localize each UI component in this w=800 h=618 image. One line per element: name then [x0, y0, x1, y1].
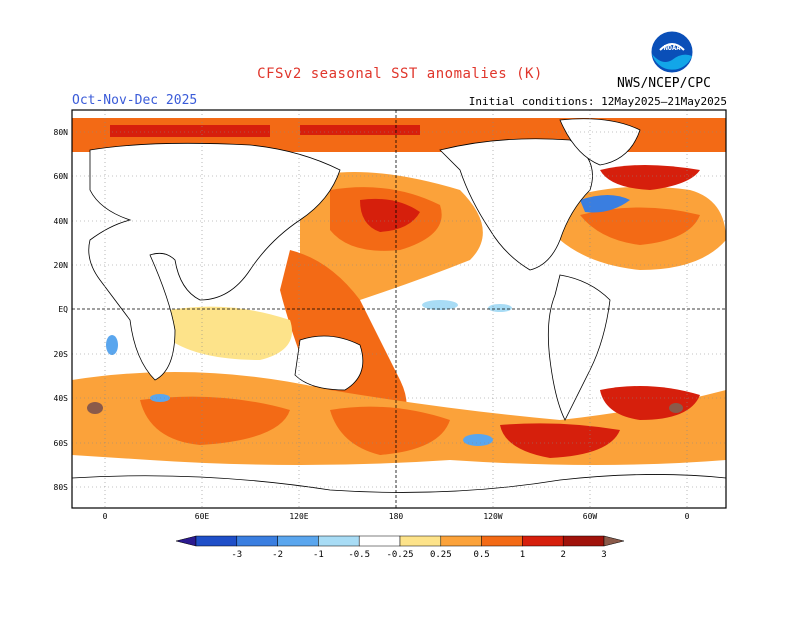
- colorbar-tick-label: -0.5: [348, 550, 370, 560]
- land-north-america: [439, 138, 593, 271]
- land-africa-eurasia: [88, 142, 341, 381]
- land-antarctica: [72, 474, 726, 508]
- latitude-labels: 80N 60N 40N 20N EQ 20S 40S 60S 80S: [54, 128, 69, 492]
- equator-dateline: [72, 110, 726, 508]
- longitude-labels: 0 60E 120E 180 120W 60W 0: [103, 512, 690, 521]
- colorbar-segment: [440, 535, 482, 547]
- lat-label: 20N: [54, 261, 69, 270]
- colorbar-tick-label: -2: [272, 550, 283, 560]
- lon-label: 120E: [289, 512, 308, 521]
- land-australia: [294, 335, 364, 391]
- lon-label: 0: [685, 512, 690, 521]
- lon-label: 180: [389, 512, 404, 521]
- colorbar-arrow-low: [175, 535, 197, 547]
- colorbar-segment: [318, 535, 360, 547]
- agency-label: NWS/NCEP/CPC: [617, 76, 711, 91]
- land-greenland: [559, 118, 641, 166]
- colorbar-tick-label: 2: [560, 550, 565, 560]
- colorbar-segment: [236, 535, 278, 547]
- colorbar-tick-label: 0.25: [430, 550, 452, 560]
- lon-label: 60W: [583, 512, 598, 521]
- noaa-logo: NOAA: [650, 30, 694, 74]
- colorbar-labels: -3 -2 -1 -0.5 -0.25 0.25 0.5 1 2 3: [231, 550, 606, 560]
- colorbar-segment: [195, 535, 238, 547]
- lat-label: 40S: [54, 394, 69, 403]
- colorbar-arrow-high: [603, 535, 625, 547]
- lon-label: 60E: [195, 512, 210, 521]
- colorbar-segment: [277, 535, 319, 547]
- noaa-logo-text: NOAA: [664, 44, 682, 52]
- lat-label: EQ: [58, 305, 68, 314]
- lat-label: 80S: [54, 483, 69, 492]
- colorbar-tick-label: 0.5: [473, 550, 489, 560]
- land-south-america: [547, 274, 611, 421]
- season-label: Oct-Nov-Dec 2025: [72, 93, 198, 108]
- initial-conditions-label: Initial conditions: 12May2025–21May2025: [468, 95, 727, 108]
- lon-label: 120W: [483, 512, 502, 521]
- graticule: [72, 110, 726, 508]
- colorbar-segment: [399, 535, 442, 547]
- lat-label: 60S: [54, 439, 69, 448]
- lat-label: 20S: [54, 350, 69, 359]
- colorbar: [175, 535, 625, 547]
- colorbar-segment: [562, 535, 605, 547]
- colorbar-tick-label: 1: [520, 550, 525, 560]
- continents: [72, 118, 726, 508]
- lat-label: 80N: [54, 128, 69, 137]
- lat-label: 40N: [54, 217, 69, 226]
- colorbar-segment: [358, 535, 401, 547]
- colorbar-tick-label: -1: [313, 550, 324, 560]
- colorbar-segment: [522, 535, 564, 547]
- colorbar-segment: [481, 535, 523, 547]
- lon-label: 0: [103, 512, 108, 521]
- map-title: CFSv2 seasonal SST anomalies (K): [257, 66, 543, 82]
- colorbar-tick-label: -0.25: [386, 550, 413, 560]
- lat-label: 60N: [54, 172, 69, 181]
- colorbar-tick-label: 3: [601, 550, 606, 560]
- colorbar-tick-label: -3: [231, 550, 242, 560]
- map-frame: [71, 109, 727, 509]
